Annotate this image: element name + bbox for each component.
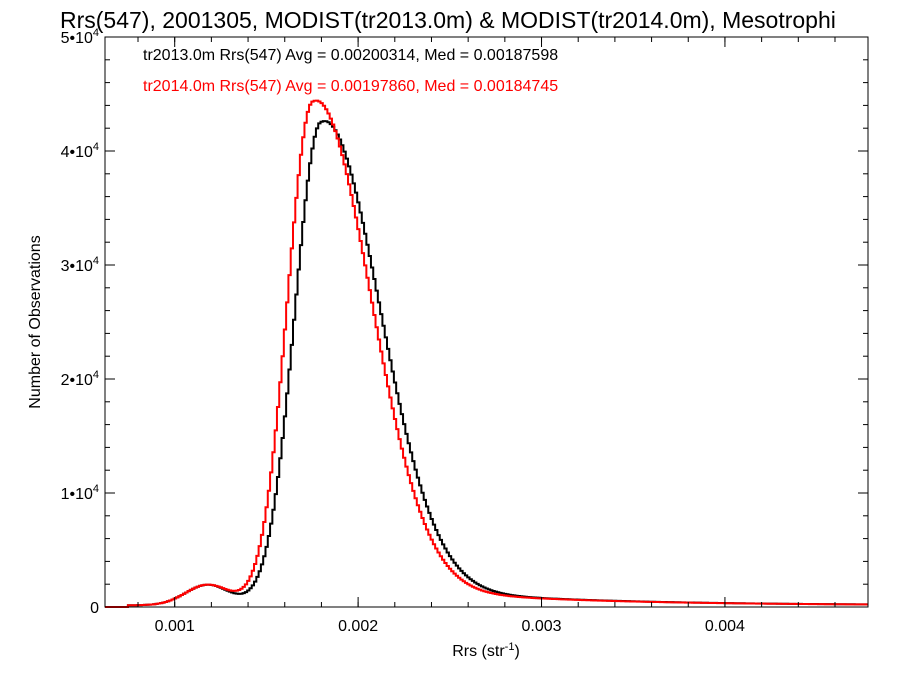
x-axis: 0.001 0.002 0.003 0.004	[137, 37, 836, 635]
y-tick-label: 5•104	[61, 27, 99, 47]
series-layer	[105, 99, 869, 608]
y-axis: 0 1•104 2•104 3•104 4•104 5•104	[61, 27, 868, 617]
plot-area: 0.001 0.002 0.003 0.004 0 1•104 2•104 3•104 4•1…	[61, 27, 869, 635]
y-tick-label: 0	[90, 600, 99, 617]
x-axis-label-unit-exponent: -1	[505, 641, 515, 653]
legend-entry-tr2013: tr2013.0m Rrs(547) Avg = 0.00200314, Med…	[143, 47, 558, 64]
x-axis-label: Rrs (str-1)	[452, 641, 520, 660]
series-line-tr2014.0m	[105, 99, 869, 608]
series-line-tr2013.0m	[105, 120, 869, 608]
y-tick-label: 2•104	[61, 369, 99, 389]
x-tick-label: 0.003	[522, 618, 562, 635]
y-axis-label: Number of Observations	[27, 235, 44, 408]
x-tick-label: 0.001	[155, 618, 195, 635]
legend-entry-tr2014: tr2014.0m Rrs(547) Avg = 0.00197860, Med…	[143, 78, 558, 95]
chart-title: Rrs(547), 2001305, MODIST(tr2013.0m) & M…	[60, 7, 836, 33]
x-axis-label-close: )	[514, 643, 519, 660]
plot-frame	[104, 36, 869, 608]
x-axis-label-main: Rrs (str	[452, 643, 505, 660]
y-tick-label: 4•104	[61, 141, 99, 161]
x-tick-label: 0.004	[705, 618, 745, 635]
x-tick-label: 0.002	[338, 618, 378, 635]
y-tick-label: 3•104	[61, 255, 99, 275]
y-tick-label: 1•104	[61, 483, 99, 503]
